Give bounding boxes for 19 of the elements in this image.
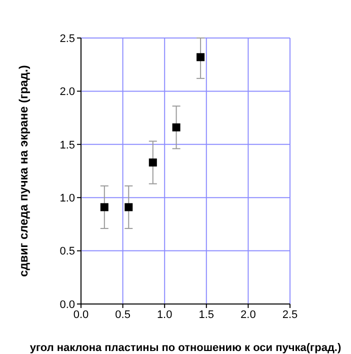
x-tick-label: 1.0: [156, 308, 172, 321]
x-tick-label: 0.0: [73, 308, 89, 321]
x-tick-label: 2.0: [240, 308, 256, 321]
y-tick-label: 1.0: [60, 192, 75, 205]
point: [172, 123, 180, 132]
x-axis-title: угол наклона пластины по отношению к оси пучка(град.): [30, 342, 342, 354]
point: [196, 53, 205, 62]
point: [100, 203, 108, 212]
y-tick-label: 2.5: [60, 32, 75, 45]
point: [148, 158, 157, 166]
y-tick-label: 0.0: [60, 298, 75, 311]
point: [124, 203, 133, 212]
y-tick-label: 0.5: [60, 246, 75, 258]
x-tick-label: 1.5: [198, 308, 214, 321]
y-tick-label: 2.0: [60, 86, 75, 98]
x-tick-label: 2.5: [282, 308, 298, 321]
y-axis-title: сдвиг следа пучка на экране (град.): [16, 65, 30, 277]
y-tick-label: 1.5: [60, 139, 75, 152]
x-tick-label: 0.5: [115, 308, 130, 321]
